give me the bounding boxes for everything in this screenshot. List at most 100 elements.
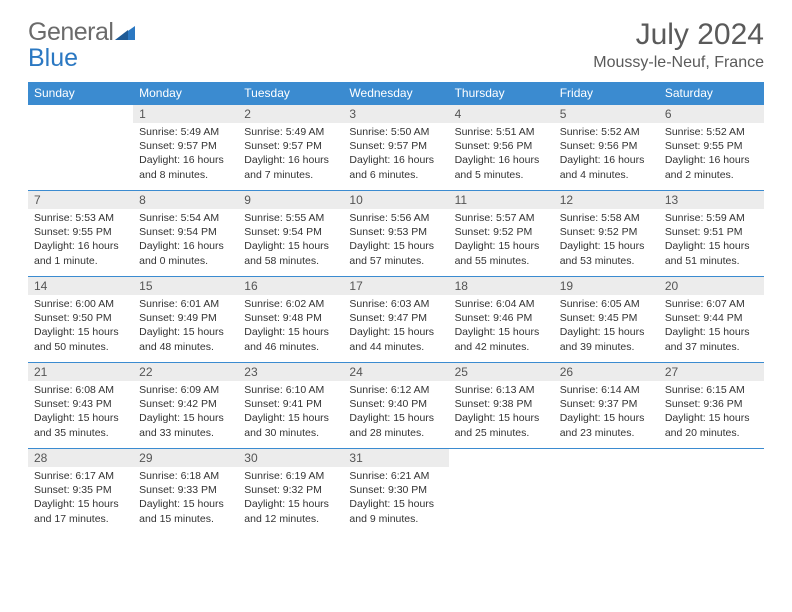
calendar-cell: 20Sunrise: 6:07 AMSunset: 9:44 PMDayligh… (659, 277, 764, 363)
sunrise-text: Sunrise: 5:52 AM (560, 125, 653, 139)
sunrise-text: Sunrise: 6:18 AM (139, 469, 232, 483)
daylight-text: Daylight: 15 hours and 15 minutes. (139, 497, 232, 525)
day-details: Sunrise: 6:21 AMSunset: 9:30 PMDaylight:… (343, 467, 448, 530)
sunset-text: Sunset: 9:36 PM (665, 397, 758, 411)
daylight-text: Daylight: 15 hours and 28 minutes. (349, 411, 442, 439)
day-details: Sunrise: 5:54 AMSunset: 9:54 PMDaylight:… (133, 209, 238, 272)
sunset-text: Sunset: 9:50 PM (34, 311, 127, 325)
daylight-text: Daylight: 15 hours and 42 minutes. (455, 325, 548, 353)
sunset-text: Sunset: 9:54 PM (139, 225, 232, 239)
day-number: 28 (28, 449, 133, 467)
sunrise-text: Sunrise: 5:49 AM (244, 125, 337, 139)
weekday-header: Thursday (449, 82, 554, 105)
day-number: 7 (28, 191, 133, 209)
calendar-cell: 17Sunrise: 6:03 AMSunset: 9:47 PMDayligh… (343, 277, 448, 363)
calendar-row: 14Sunrise: 6:00 AMSunset: 9:50 PMDayligh… (28, 277, 764, 363)
sunrise-text: Sunrise: 5:59 AM (665, 211, 758, 225)
day-details: Sunrise: 6:14 AMSunset: 9:37 PMDaylight:… (554, 381, 659, 444)
day-details: Sunrise: 6:07 AMSunset: 9:44 PMDaylight:… (659, 295, 764, 358)
day-details: Sunrise: 5:53 AMSunset: 9:55 PMDaylight:… (28, 209, 133, 272)
calendar-cell: 12Sunrise: 5:58 AMSunset: 9:52 PMDayligh… (554, 191, 659, 277)
daylight-text: Daylight: 15 hours and 46 minutes. (244, 325, 337, 353)
day-number: 13 (659, 191, 764, 209)
calendar-cell: 8Sunrise: 5:54 AMSunset: 9:54 PMDaylight… (133, 191, 238, 277)
sunrise-text: Sunrise: 5:54 AM (139, 211, 232, 225)
weekday-header: Monday (133, 82, 238, 105)
sunset-text: Sunset: 9:44 PM (665, 311, 758, 325)
daylight-text: Daylight: 15 hours and 33 minutes. (139, 411, 232, 439)
daylight-text: Daylight: 15 hours and 53 minutes. (560, 239, 653, 267)
day-details: Sunrise: 6:17 AMSunset: 9:35 PMDaylight:… (28, 467, 133, 530)
day-details: Sunrise: 6:12 AMSunset: 9:40 PMDaylight:… (343, 381, 448, 444)
daylight-text: Daylight: 15 hours and 9 minutes. (349, 497, 442, 525)
day-number: 10 (343, 191, 448, 209)
weekday-header-row: SundayMondayTuesdayWednesdayThursdayFrid… (28, 82, 764, 105)
day-number: 17 (343, 277, 448, 295)
daylight-text: Daylight: 15 hours and 35 minutes. (34, 411, 127, 439)
day-details: Sunrise: 5:50 AMSunset: 9:57 PMDaylight:… (343, 123, 448, 186)
sunrise-text: Sunrise: 6:00 AM (34, 297, 127, 311)
sunset-text: Sunset: 9:55 PM (34, 225, 127, 239)
calendar-body: 1Sunrise: 5:49 AMSunset: 9:57 PMDaylight… (28, 105, 764, 535)
calendar-row: 1Sunrise: 5:49 AMSunset: 9:57 PMDaylight… (28, 105, 764, 191)
day-number: 11 (449, 191, 554, 209)
calendar-cell: 1Sunrise: 5:49 AMSunset: 9:57 PMDaylight… (133, 105, 238, 191)
day-number: 19 (554, 277, 659, 295)
calendar-cell: 18Sunrise: 6:04 AMSunset: 9:46 PMDayligh… (449, 277, 554, 363)
sunset-text: Sunset: 9:48 PM (244, 311, 337, 325)
sunrise-text: Sunrise: 6:21 AM (349, 469, 442, 483)
calendar-cell: 24Sunrise: 6:12 AMSunset: 9:40 PMDayligh… (343, 363, 448, 449)
sunset-text: Sunset: 9:51 PM (665, 225, 758, 239)
daylight-text: Daylight: 16 hours and 8 minutes. (139, 153, 232, 181)
sunrise-text: Sunrise: 6:15 AM (665, 383, 758, 397)
sunset-text: Sunset: 9:46 PM (455, 311, 548, 325)
sunset-text: Sunset: 9:40 PM (349, 397, 442, 411)
sunrise-text: Sunrise: 5:49 AM (139, 125, 232, 139)
sunrise-text: Sunrise: 5:52 AM (665, 125, 758, 139)
sunrise-text: Sunrise: 5:55 AM (244, 211, 337, 225)
calendar-cell: 10Sunrise: 5:56 AMSunset: 9:53 PMDayligh… (343, 191, 448, 277)
day-details: Sunrise: 5:59 AMSunset: 9:51 PMDaylight:… (659, 209, 764, 272)
calendar-cell: 19Sunrise: 6:05 AMSunset: 9:45 PMDayligh… (554, 277, 659, 363)
daylight-text: Daylight: 16 hours and 5 minutes. (455, 153, 548, 181)
day-number: 6 (659, 105, 764, 123)
calendar-cell: 22Sunrise: 6:09 AMSunset: 9:42 PMDayligh… (133, 363, 238, 449)
day-details: Sunrise: 6:15 AMSunset: 9:36 PMDaylight:… (659, 381, 764, 444)
calendar-cell: 30Sunrise: 6:19 AMSunset: 9:32 PMDayligh… (238, 449, 343, 535)
day-number: 18 (449, 277, 554, 295)
sunset-text: Sunset: 9:38 PM (455, 397, 548, 411)
day-details: Sunrise: 6:10 AMSunset: 9:41 PMDaylight:… (238, 381, 343, 444)
sunrise-text: Sunrise: 6:17 AM (34, 469, 127, 483)
calendar-cell (28, 105, 133, 191)
daylight-text: Daylight: 15 hours and 20 minutes. (665, 411, 758, 439)
calendar-row: 7Sunrise: 5:53 AMSunset: 9:55 PMDaylight… (28, 191, 764, 277)
weekday-header: Wednesday (343, 82, 448, 105)
daylight-text: Daylight: 15 hours and 17 minutes. (34, 497, 127, 525)
day-number: 26 (554, 363, 659, 381)
day-details: Sunrise: 5:57 AMSunset: 9:52 PMDaylight:… (449, 209, 554, 272)
day-number: 24 (343, 363, 448, 381)
calendar-cell: 21Sunrise: 6:08 AMSunset: 9:43 PMDayligh… (28, 363, 133, 449)
day-details: Sunrise: 6:00 AMSunset: 9:50 PMDaylight:… (28, 295, 133, 358)
day-details: Sunrise: 6:01 AMSunset: 9:49 PMDaylight:… (133, 295, 238, 358)
calendar-row: 21Sunrise: 6:08 AMSunset: 9:43 PMDayligh… (28, 363, 764, 449)
logo-triangle-icon (115, 24, 135, 42)
calendar-cell: 3Sunrise: 5:50 AMSunset: 9:57 PMDaylight… (343, 105, 448, 191)
daylight-text: Daylight: 15 hours and 55 minutes. (455, 239, 548, 267)
day-number: 30 (238, 449, 343, 467)
day-number: 12 (554, 191, 659, 209)
calendar-cell: 16Sunrise: 6:02 AMSunset: 9:48 PMDayligh… (238, 277, 343, 363)
day-number: 5 (554, 105, 659, 123)
sunrise-text: Sunrise: 5:58 AM (560, 211, 653, 225)
sunset-text: Sunset: 9:53 PM (349, 225, 442, 239)
sunset-text: Sunset: 9:57 PM (244, 139, 337, 153)
day-number: 31 (343, 449, 448, 467)
day-details: Sunrise: 5:58 AMSunset: 9:52 PMDaylight:… (554, 209, 659, 272)
daylight-text: Daylight: 16 hours and 4 minutes. (560, 153, 653, 181)
calendar-cell: 9Sunrise: 5:55 AMSunset: 9:54 PMDaylight… (238, 191, 343, 277)
calendar-cell (554, 449, 659, 535)
month-title: July 2024 (593, 18, 764, 52)
calendar-cell: 31Sunrise: 6:21 AMSunset: 9:30 PMDayligh… (343, 449, 448, 535)
day-details: Sunrise: 5:56 AMSunset: 9:53 PMDaylight:… (343, 209, 448, 272)
calendar-cell: 4Sunrise: 5:51 AMSunset: 9:56 PMDaylight… (449, 105, 554, 191)
